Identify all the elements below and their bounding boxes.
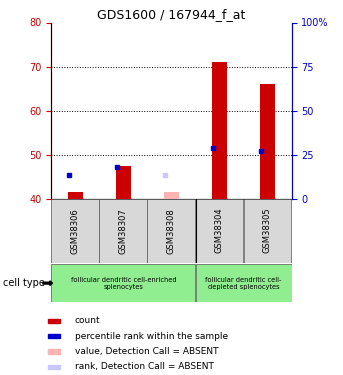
Text: GSM38304: GSM38304 xyxy=(214,208,224,254)
Bar xyxy=(164,196,179,199)
Text: GSM38305: GSM38305 xyxy=(262,208,272,254)
Bar xyxy=(48,364,60,369)
Text: GSM38306: GSM38306 xyxy=(70,208,80,254)
Bar xyxy=(164,192,179,199)
Bar xyxy=(48,349,60,354)
Bar xyxy=(51,264,194,302)
Bar xyxy=(51,199,98,262)
Bar xyxy=(147,199,194,262)
Text: cell type: cell type xyxy=(3,278,45,288)
Text: GSM38307: GSM38307 xyxy=(118,208,128,254)
Bar xyxy=(260,84,275,199)
Text: GSM38308: GSM38308 xyxy=(166,208,176,254)
Bar xyxy=(116,166,131,199)
Bar xyxy=(244,199,291,262)
Bar xyxy=(196,199,243,262)
Text: rank, Detection Call = ABSENT: rank, Detection Call = ABSENT xyxy=(75,362,214,371)
Text: follicular dendritic cell-enriched
splenocytes: follicular dendritic cell-enriched splen… xyxy=(71,277,176,290)
Bar xyxy=(212,62,227,199)
Text: value, Detection Call = ABSENT: value, Detection Call = ABSENT xyxy=(75,347,218,356)
Text: follicular dendritic cell-
depleted splenocytes: follicular dendritic cell- depleted sple… xyxy=(205,277,282,290)
Text: percentile rank within the sample: percentile rank within the sample xyxy=(75,332,228,340)
Bar xyxy=(99,199,146,262)
Bar xyxy=(68,192,83,199)
Title: GDS1600 / 167944_f_at: GDS1600 / 167944_f_at xyxy=(97,8,246,21)
Bar xyxy=(48,319,60,323)
Bar xyxy=(48,334,60,338)
Text: count: count xyxy=(75,316,100,326)
Bar xyxy=(196,264,292,302)
